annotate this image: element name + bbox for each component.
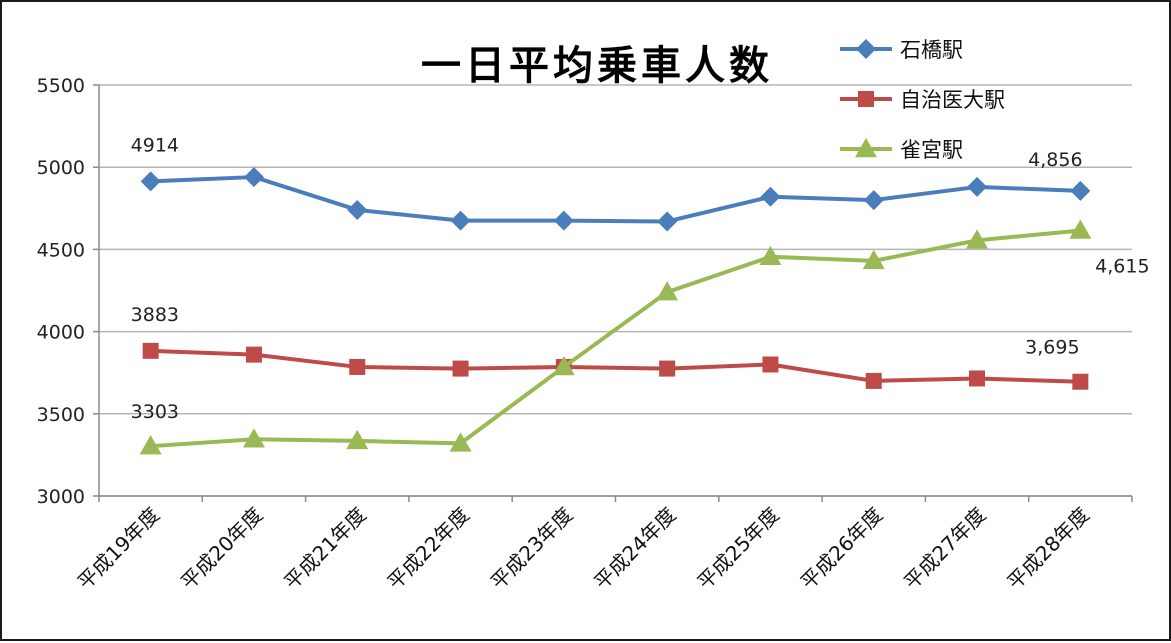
y-tick-label: 3000 bbox=[37, 486, 85, 508]
data-point bbox=[966, 229, 989, 249]
data-label: 4,856 bbox=[1028, 149, 1082, 171]
y-tick-label: 5500 bbox=[37, 75, 85, 97]
series-square bbox=[142, 342, 1089, 390]
y-axis: 3000 3500 4000 4500 5000 5500 bbox=[37, 75, 100, 508]
data-label: 4914 bbox=[131, 134, 179, 156]
data-point bbox=[969, 370, 986, 387]
data-point bbox=[656, 281, 679, 301]
legend-label: 石橋駅 bbox=[900, 38, 963, 62]
x-category-label: 平成19年度 bbox=[73, 503, 165, 595]
x-category-label: 平成25年度 bbox=[692, 503, 784, 595]
y-tick-label: 5000 bbox=[37, 157, 85, 179]
series-triangle bbox=[139, 219, 1092, 455]
data-label: 3303 bbox=[131, 401, 179, 423]
data-point bbox=[657, 211, 678, 232]
data-point bbox=[142, 342, 159, 359]
data-point bbox=[452, 360, 469, 377]
legend-label: 雀宮駅 bbox=[900, 138, 963, 162]
data-point bbox=[242, 428, 265, 448]
data-point bbox=[759, 245, 782, 266]
data-point bbox=[243, 167, 264, 188]
data-point bbox=[245, 346, 262, 363]
data-point bbox=[863, 190, 884, 211]
x-category-label: 平成24年度 bbox=[589, 503, 681, 595]
data-point bbox=[858, 91, 874, 107]
data-point bbox=[1069, 219, 1092, 239]
data-point bbox=[967, 176, 988, 197]
chart-title: 一日平均乗車人数 bbox=[421, 43, 773, 89]
data-point bbox=[856, 39, 876, 59]
data-point bbox=[140, 171, 161, 192]
x-category-label: 平成22年度 bbox=[383, 503, 475, 595]
data-label: 3883 bbox=[131, 304, 179, 326]
data-label: 3,695 bbox=[1025, 337, 1079, 359]
x-axis: 平成19年度 平成20年度 平成21年度 平成22年度 平成23年度 平成24年度 平成25… bbox=[73, 495, 1133, 595]
x-category-label: 平成21年度 bbox=[279, 503, 371, 595]
x-category-label: 平成28年度 bbox=[1002, 503, 1094, 595]
legend-item: 雀宮駅 bbox=[840, 138, 963, 162]
data-point bbox=[659, 360, 676, 377]
data-point bbox=[553, 210, 574, 231]
series-line bbox=[150, 228, 1081, 449]
data-point bbox=[1072, 373, 1089, 390]
series-group bbox=[139, 167, 1092, 455]
data-point bbox=[762, 356, 779, 373]
data-point bbox=[862, 249, 885, 270]
data-point bbox=[855, 138, 877, 158]
series-line bbox=[150, 175, 1081, 224]
x-category-label: 平成20年度 bbox=[176, 503, 268, 595]
series-line bbox=[150, 348, 1081, 384]
data-point bbox=[139, 435, 162, 455]
legend-item: 石橋駅 bbox=[840, 38, 963, 62]
data-label: 4,615 bbox=[1095, 255, 1149, 277]
y-tick-label: 3500 bbox=[37, 404, 85, 426]
data-point bbox=[346, 429, 369, 450]
data-point bbox=[865, 372, 882, 389]
series-diamond bbox=[140, 167, 1091, 232]
data-point bbox=[450, 210, 471, 231]
data-labels: 4914 4,856 3883 3,695 3303 4,615 bbox=[131, 134, 1150, 423]
data-point bbox=[760, 186, 781, 207]
y-tick-label: 4500 bbox=[37, 239, 85, 261]
data-point bbox=[1070, 180, 1091, 201]
data-point bbox=[552, 355, 575, 376]
y-tick-label: 4000 bbox=[37, 322, 85, 344]
data-point bbox=[349, 358, 366, 375]
data-point bbox=[449, 432, 472, 452]
x-category-label: 平成27年度 bbox=[899, 503, 991, 595]
data-point bbox=[347, 199, 368, 220]
x-category-label: 平成26年度 bbox=[796, 503, 888, 595]
legend-item: 自治医大駅 bbox=[840, 88, 1005, 112]
x-category-label: 平成23年度 bbox=[486, 503, 578, 595]
legend-label: 自治医大駅 bbox=[900, 88, 1005, 112]
